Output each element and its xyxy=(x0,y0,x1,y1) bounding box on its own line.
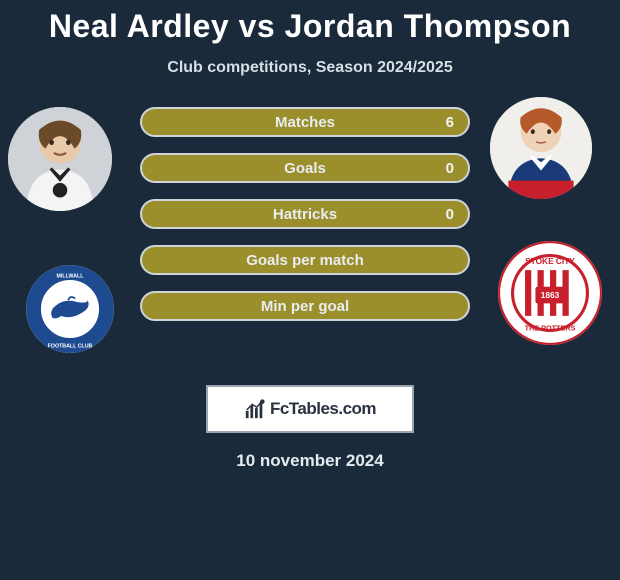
stat-label: Goals per match xyxy=(246,252,364,269)
club1-badge: MILLWALL FOOTBALL CLUB xyxy=(26,265,114,353)
fctables-logo: FcTables.com xyxy=(206,385,414,433)
svg-text:THE POTTERS: THE POTTERS xyxy=(525,323,576,332)
stat-label: Goals xyxy=(284,160,326,177)
club2-badge: 1863 STOKE CITY THE POTTERS xyxy=(498,241,602,345)
svg-text:STOKE CITY: STOKE CITY xyxy=(525,256,575,266)
stat-right-value: 0 xyxy=(446,160,454,177)
snapshot-date: 10 november 2024 xyxy=(0,451,620,471)
page-title: Neal Ardley vs Jordan Thompson xyxy=(0,8,620,45)
season-subtitle: Club competitions, Season 2024/2025 xyxy=(0,59,620,77)
player2-avatar xyxy=(490,97,592,199)
stat-row-min-per-goal: Min per goal xyxy=(140,291,470,321)
stat-label: Matches xyxy=(275,114,335,131)
stat-label: Min per goal xyxy=(261,298,349,315)
stat-row-goals-per-match: Goals per match xyxy=(140,245,470,275)
stat-rows: Matches 6 Goals 0 Hattricks 0 Goals per … xyxy=(140,107,470,337)
stat-row-goals: Goals 0 xyxy=(140,153,470,183)
bars-icon xyxy=(244,398,266,420)
stat-right-value: 6 xyxy=(446,114,454,131)
svg-text:MILLWALL: MILLWALL xyxy=(57,273,85,279)
stat-row-matches: Matches 6 xyxy=(140,107,470,137)
stat-right-value: 0 xyxy=(446,206,454,223)
player1-avatar xyxy=(8,107,112,211)
svg-text:FOOTBALL CLUB: FOOTBALL CLUB xyxy=(48,344,93,350)
comparison-area: MILLWALL FOOTBALL CLUB 1863 STOKE CITY xyxy=(0,107,620,367)
stat-label: Hattricks xyxy=(273,206,337,223)
logo-text: FcTables.com xyxy=(270,399,376,419)
stat-row-hattricks: Hattricks 0 xyxy=(140,199,470,229)
svg-text:1863: 1863 xyxy=(541,290,560,300)
